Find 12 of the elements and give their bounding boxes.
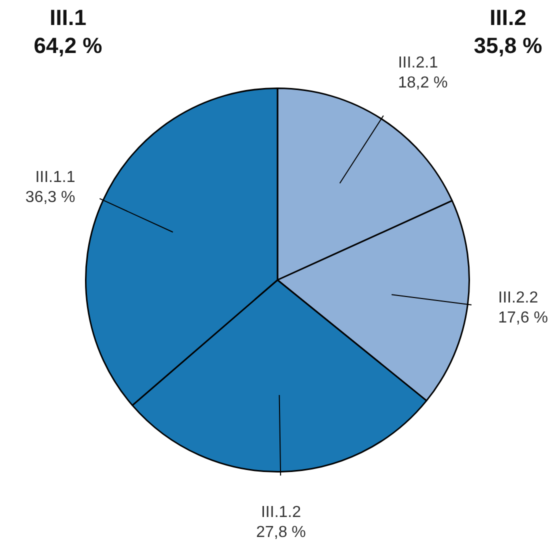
text: 64,2 %	[34, 33, 102, 58]
legend-label: III.2.2	[498, 290, 538, 307]
data-label: 27,8 %	[256, 524, 306, 541]
slice-label: III.1.1	[35, 168, 76, 186]
text: 35,8 %	[474, 33, 542, 58]
data-label: 36,3 %	[25, 188, 76, 206]
slice-label: III.2.1	[398, 54, 438, 72]
text: III.1	[50, 5, 86, 30]
text: III.2	[490, 5, 526, 30]
slice-label: III.1.2	[260, 504, 302, 521]
data-label: 18,2 %	[398, 74, 448, 92]
data-label: 17,6 %	[498, 310, 548, 327]
